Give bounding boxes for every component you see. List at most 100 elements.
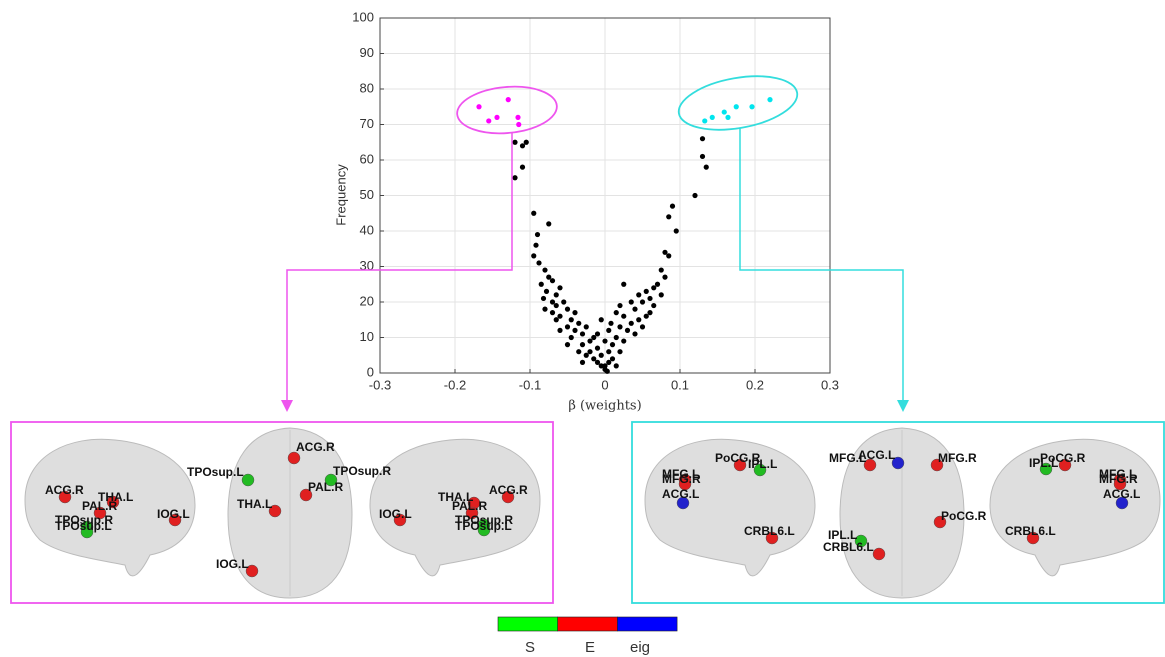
point [546,221,551,226]
point [700,154,705,159]
node-label: THA.L [237,497,272,511]
brain-node [242,474,254,486]
point [565,307,570,312]
y-tick-label: 100 [352,9,374,24]
point [602,338,607,343]
point [494,115,499,120]
x-axis-label: β (weights) [568,399,641,414]
point [662,275,667,280]
point [666,214,671,219]
point [569,317,574,322]
point [614,335,619,340]
node-label: TPOsup.R [333,464,391,478]
point [506,97,511,102]
point [734,104,739,109]
node-label: ACG.L [858,448,895,462]
point [659,267,664,272]
x-tick-label: -0.1 [519,377,541,392]
node-label: ACG.R [296,440,335,454]
node-label: IPL.L [748,457,777,471]
x-tick-label: 0 [601,377,608,392]
point [531,253,536,258]
point [541,296,546,301]
node-label: ACG.R [45,483,84,497]
x-tick-label: 0.1 [671,377,689,392]
plot-area: 0102030405060708090100-0.3-0.2-0.100.10.… [352,9,839,392]
point [599,317,604,322]
node-label: PAL.R [452,499,487,513]
point [640,299,645,304]
point [520,165,525,170]
point [629,299,634,304]
point [554,303,559,308]
point [602,363,607,368]
point [651,303,656,308]
point [572,328,577,333]
node-label: ACG.L [1103,487,1140,501]
point [557,328,562,333]
point [554,292,559,297]
point [565,324,570,329]
node-label: PoCG.R [1040,451,1086,465]
y-tick-label: 90 [360,45,374,60]
point [647,310,652,315]
point [595,331,600,336]
colorbar-segment [617,617,677,631]
point [550,278,555,283]
point [576,321,581,326]
brain-node [873,548,885,560]
point [651,285,656,290]
node-label: IOG.L [216,557,249,571]
y-tick-label: 20 [360,293,374,308]
point [614,310,619,315]
point [599,353,604,358]
point [533,243,538,248]
node-label: MFG.R [662,472,701,486]
x-tick-label: -0.2 [444,377,466,392]
point [544,289,549,294]
point [584,353,589,358]
colorbar-segment [498,617,558,631]
point [542,307,547,312]
y-tick-label: 10 [360,329,374,344]
y-tick-label: 50 [360,187,374,202]
point [595,346,600,351]
point [670,204,675,209]
point [476,104,481,109]
point [535,232,540,237]
point [749,104,754,109]
node-label: IOG.L [379,507,412,521]
point [550,310,555,315]
point [644,289,649,294]
point [621,338,626,343]
point [576,349,581,354]
point [640,324,645,329]
point [606,328,611,333]
point [580,342,585,347]
node-label: IOG.L [157,507,190,521]
point [621,314,626,319]
point [531,211,536,216]
y-tick-label: 40 [360,222,374,237]
point [674,228,679,233]
point [632,307,637,312]
point [605,369,610,374]
point [539,282,544,287]
colorbar-label: eig [630,639,650,656]
point [625,328,630,333]
point [557,285,562,290]
point [569,335,574,340]
point [608,321,613,326]
point [606,349,611,354]
point [710,115,715,120]
colorbar-label: S [525,639,535,656]
node-label: PoCG.R [941,509,987,523]
point [515,115,520,120]
point [580,360,585,365]
node-label: CRBL6.L [823,540,874,554]
node-label: ACG.R [489,483,528,497]
point [542,267,547,272]
point [692,193,697,198]
point [767,97,772,102]
point [636,317,641,322]
